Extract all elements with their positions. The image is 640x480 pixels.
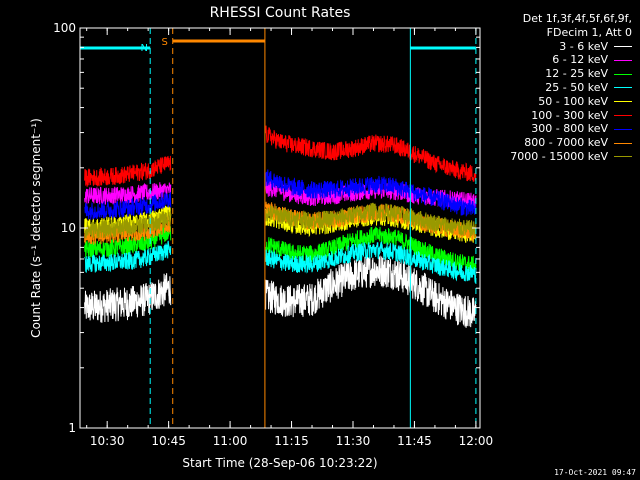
legend-swatch — [614, 156, 632, 158]
series-line — [84, 240, 172, 273]
data-curves — [84, 125, 477, 328]
series-line — [265, 255, 477, 328]
generated-timestamp: 17-Oct-2021 09:47 — [554, 468, 636, 477]
legend-item: 3 - 6 keV — [480, 40, 632, 54]
series-line — [265, 169, 477, 217]
series-line — [84, 223, 172, 259]
legend-item: 100 - 300 keV — [480, 109, 632, 123]
x-tick-label: 10:30 — [90, 434, 125, 448]
legend-label: 12 - 25 keV — [545, 67, 608, 81]
legend-header-line: Det 1f,3f,4f,5f,6f,9f, — [522, 12, 632, 25]
y-tick-label: 1 — [68, 421, 76, 435]
legend-label: 50 - 100 keV — [538, 94, 608, 108]
axis-ticks: 10:30 10:45 11:00 11:15 11:30 11:45 12:00 1 10 10… — [53, 21, 493, 448]
legend-item: 300 - 800 keV — [480, 122, 632, 136]
x-tick-label: 12:00 — [459, 434, 494, 448]
legend: Det 1f,3f,4f,5f,6f,9f, FDecim 1, Att 0 3… — [480, 12, 632, 164]
y-axis-label: Count Rate (s⁻¹ detector segment⁻¹) — [29, 118, 43, 338]
legend-label: 800 - 7000 keV — [524, 136, 608, 150]
legend-swatch — [614, 142, 632, 144]
legend-swatch — [614, 87, 632, 89]
legend-label: 3 - 6 keV — [559, 39, 608, 53]
legend-swatch — [614, 114, 632, 116]
legend-label: 25 - 50 keV — [545, 80, 608, 94]
legend-swatch — [614, 128, 632, 130]
legend-item: 7000 - 15000 keV — [480, 150, 632, 164]
legend-swatch — [614, 59, 632, 61]
legend-label: 6 - 12 keV — [552, 53, 608, 67]
series-line — [84, 192, 172, 220]
x-tick-label: 11:30 — [336, 434, 371, 448]
y-tick-label: 10 — [61, 221, 76, 235]
x-axis-label: Start Time (28-Sep-06 10:23:22) — [182, 456, 377, 470]
legend-label: 100 - 300 keV — [531, 108, 608, 122]
night-marker-label: N — [140, 43, 147, 54]
legend-item: 12 - 25 keV — [480, 67, 632, 81]
x-tick-label: 11:15 — [274, 434, 309, 448]
saa-marker-label: S — [162, 37, 168, 48]
legend-swatch — [614, 73, 632, 75]
y-tick-label: 100 — [53, 21, 76, 35]
series-line — [265, 202, 477, 238]
series-line — [265, 240, 477, 283]
x-tick-label: 10:45 — [151, 434, 186, 448]
series-line — [84, 209, 172, 239]
x-tick-label: 11:00 — [213, 434, 248, 448]
legend-label: 7000 - 15000 keV — [510, 149, 608, 163]
series-line — [84, 182, 172, 205]
legend-item: 6 - 12 keV — [480, 53, 632, 67]
legend-swatch — [614, 101, 632, 103]
legend-swatch — [614, 45, 632, 47]
series-line — [84, 155, 172, 187]
series-line — [84, 273, 172, 323]
legend-label: 300 - 800 keV — [531, 122, 608, 136]
legend-item: 800 - 7000 keV — [480, 136, 632, 150]
series-line — [265, 125, 477, 182]
legend-header-line: FDecim 1, Att 0 — [546, 25, 632, 39]
chart-title: RHESSI Count Rates — [210, 5, 351, 21]
legend-item: 25 - 50 keV — [480, 81, 632, 95]
x-tick-label: 11:45 — [397, 434, 432, 448]
legend-item: 50 - 100 keV — [480, 95, 632, 109]
series-line — [265, 226, 477, 273]
